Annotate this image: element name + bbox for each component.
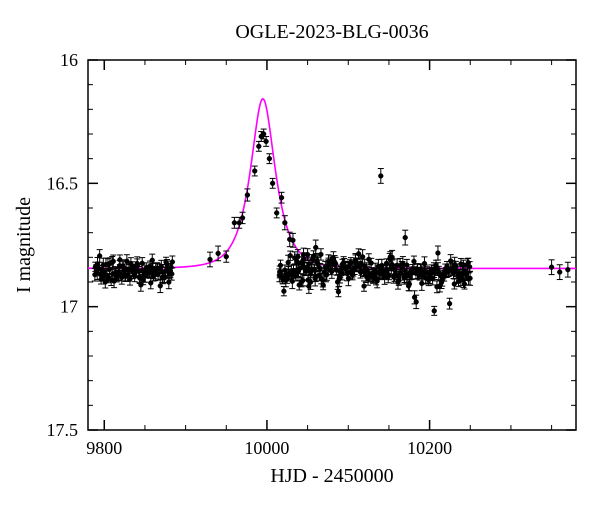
svg-text:10200: 10200 bbox=[407, 438, 452, 458]
lightcurve-chart: 9800 10000 10200 16 16.5 17 17.5 OGLE-2023-BLG-… bbox=[0, 0, 600, 512]
svg-text:17: 17 bbox=[60, 297, 78, 317]
svg-text:16: 16 bbox=[60, 50, 78, 70]
svg-text:16.5: 16.5 bbox=[47, 173, 79, 193]
chart-svg: 9800 10000 10200 16 16.5 17 17.5 OGLE-2023-BLG-… bbox=[0, 0, 600, 512]
svg-text:9800: 9800 bbox=[86, 438, 122, 458]
model-curve bbox=[88, 99, 576, 269]
y-axis-label: I magnitude bbox=[13, 197, 35, 293]
svg-text:10000: 10000 bbox=[244, 438, 289, 458]
svg-text:17.5: 17.5 bbox=[47, 420, 79, 440]
chart-title: OGLE-2023-BLG-0036 bbox=[235, 21, 428, 43]
data-points bbox=[92, 129, 571, 315]
x-axis-label: HJD - 2450000 bbox=[270, 465, 393, 487]
